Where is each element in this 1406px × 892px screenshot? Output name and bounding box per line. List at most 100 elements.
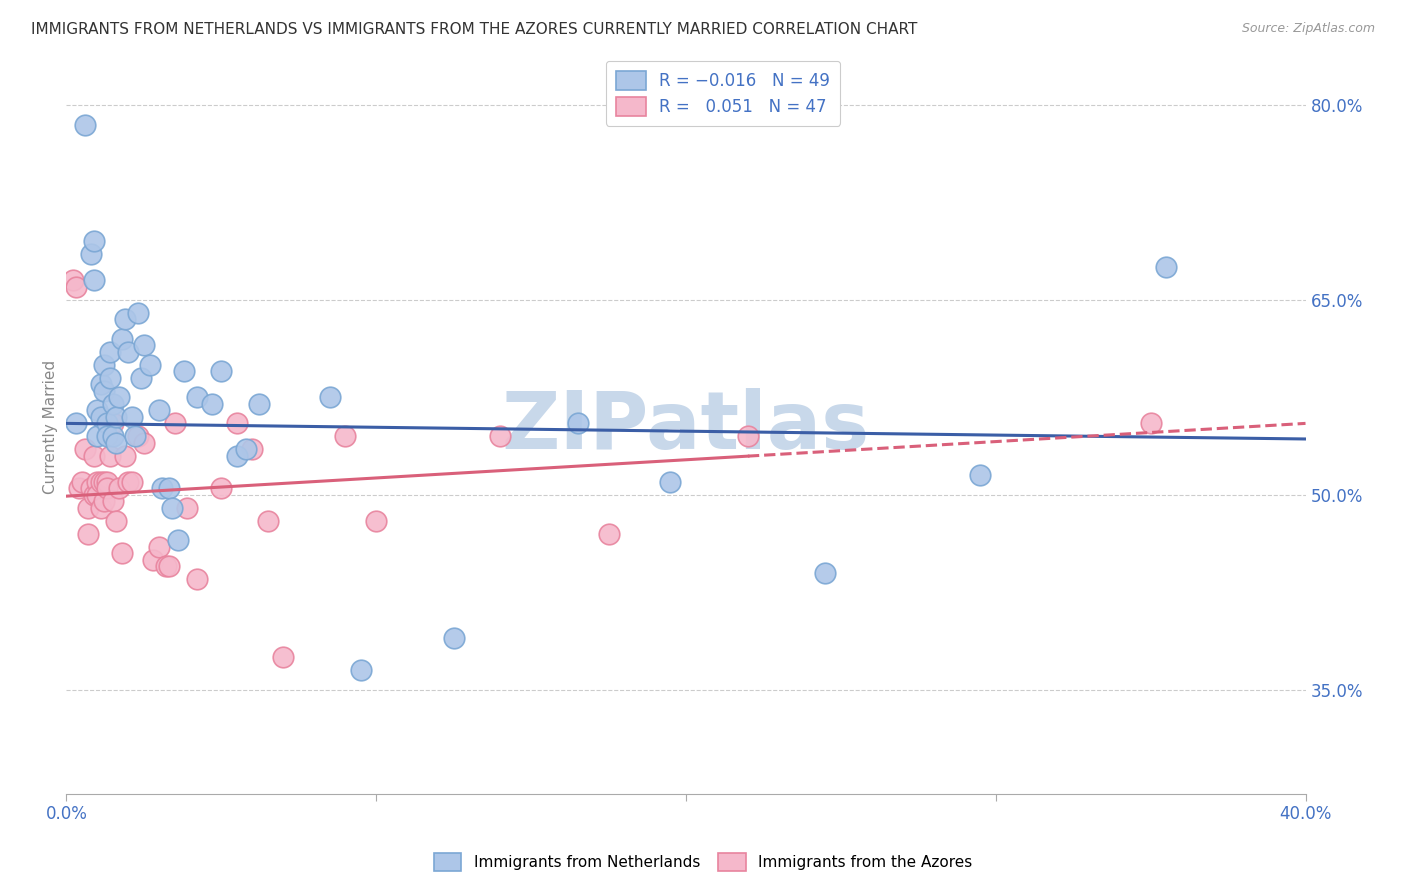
Point	[235, 442, 257, 457]
Text: IMMIGRANTS FROM NETHERLANDS VS IMMIGRANTS FROM THE AZORES CURRENTLY MARRIED CORR: IMMIGRANTS FROM NETHERLANDS VS IMMIGRANT…	[31, 22, 917, 37]
Point	[80, 247, 103, 261]
Point	[117, 345, 139, 359]
Point	[111, 546, 134, 560]
Point	[139, 358, 162, 372]
Point	[93, 494, 115, 508]
Point	[209, 364, 232, 378]
Y-axis label: Currently Married: Currently Married	[44, 359, 58, 493]
Point	[62, 273, 84, 287]
Point	[152, 481, 174, 495]
Point	[96, 481, 118, 495]
Point	[124, 429, 146, 443]
Point	[96, 475, 118, 489]
Point	[89, 409, 111, 424]
Point	[89, 500, 111, 515]
Point	[969, 468, 991, 483]
Point	[737, 429, 759, 443]
Point	[366, 514, 388, 528]
Point	[105, 514, 128, 528]
Point	[319, 391, 342, 405]
Point	[121, 409, 143, 424]
Point	[132, 338, 155, 352]
Point	[83, 449, 105, 463]
Legend: R = −0.016   N = 49, R =   0.051   N = 47: R = −0.016 N = 49, R = 0.051 N = 47	[606, 61, 841, 126]
Point	[443, 631, 465, 645]
Point	[598, 526, 620, 541]
Point	[114, 449, 136, 463]
Point	[142, 553, 165, 567]
Point	[73, 442, 96, 457]
Point	[89, 475, 111, 489]
Point	[83, 488, 105, 502]
Point	[121, 475, 143, 489]
Point	[98, 371, 121, 385]
Point	[93, 384, 115, 398]
Point	[77, 526, 100, 541]
Point	[70, 475, 93, 489]
Point	[65, 280, 87, 294]
Point	[108, 481, 131, 495]
Point	[89, 377, 111, 392]
Point	[256, 514, 278, 528]
Point	[148, 403, 170, 417]
Point	[173, 364, 195, 378]
Point	[1139, 417, 1161, 431]
Point	[77, 500, 100, 515]
Point	[148, 540, 170, 554]
Point	[114, 312, 136, 326]
Point	[240, 442, 263, 457]
Point	[101, 494, 124, 508]
Point	[86, 403, 108, 417]
Point	[117, 475, 139, 489]
Point	[86, 488, 108, 502]
Point	[271, 650, 294, 665]
Point	[157, 481, 180, 495]
Point	[96, 417, 118, 431]
Point	[160, 500, 183, 515]
Point	[129, 371, 152, 385]
Point	[127, 306, 149, 320]
Point	[1154, 260, 1177, 275]
Point	[335, 429, 357, 443]
Point	[132, 435, 155, 450]
Point	[101, 397, 124, 411]
Point	[96, 429, 118, 443]
Legend: Immigrants from Netherlands, Immigrants from the Azores: Immigrants from Netherlands, Immigrants …	[427, 847, 979, 877]
Point	[567, 417, 589, 431]
Point	[225, 449, 247, 463]
Point	[127, 429, 149, 443]
Text: ZIPatlas: ZIPatlas	[502, 388, 870, 466]
Point	[489, 429, 512, 443]
Point	[80, 481, 103, 495]
Point	[83, 235, 105, 249]
Point	[67, 481, 90, 495]
Point	[83, 273, 105, 287]
Point	[73, 118, 96, 132]
Point	[163, 417, 186, 431]
Point	[93, 475, 115, 489]
Point	[167, 533, 190, 548]
Point	[814, 566, 837, 580]
Point	[225, 417, 247, 431]
Point	[247, 397, 270, 411]
Point	[93, 358, 115, 372]
Point	[350, 663, 373, 677]
Point	[186, 391, 208, 405]
Point	[659, 475, 682, 489]
Point	[157, 559, 180, 574]
Text: Source: ZipAtlas.com: Source: ZipAtlas.com	[1241, 22, 1375, 36]
Point	[65, 417, 87, 431]
Point	[86, 429, 108, 443]
Point	[101, 429, 124, 443]
Point	[98, 345, 121, 359]
Point	[201, 397, 224, 411]
Point	[105, 409, 128, 424]
Point	[186, 572, 208, 586]
Point	[101, 417, 124, 431]
Point	[86, 475, 108, 489]
Point	[105, 435, 128, 450]
Point	[108, 391, 131, 405]
Point	[98, 449, 121, 463]
Point	[155, 559, 177, 574]
Point	[111, 332, 134, 346]
